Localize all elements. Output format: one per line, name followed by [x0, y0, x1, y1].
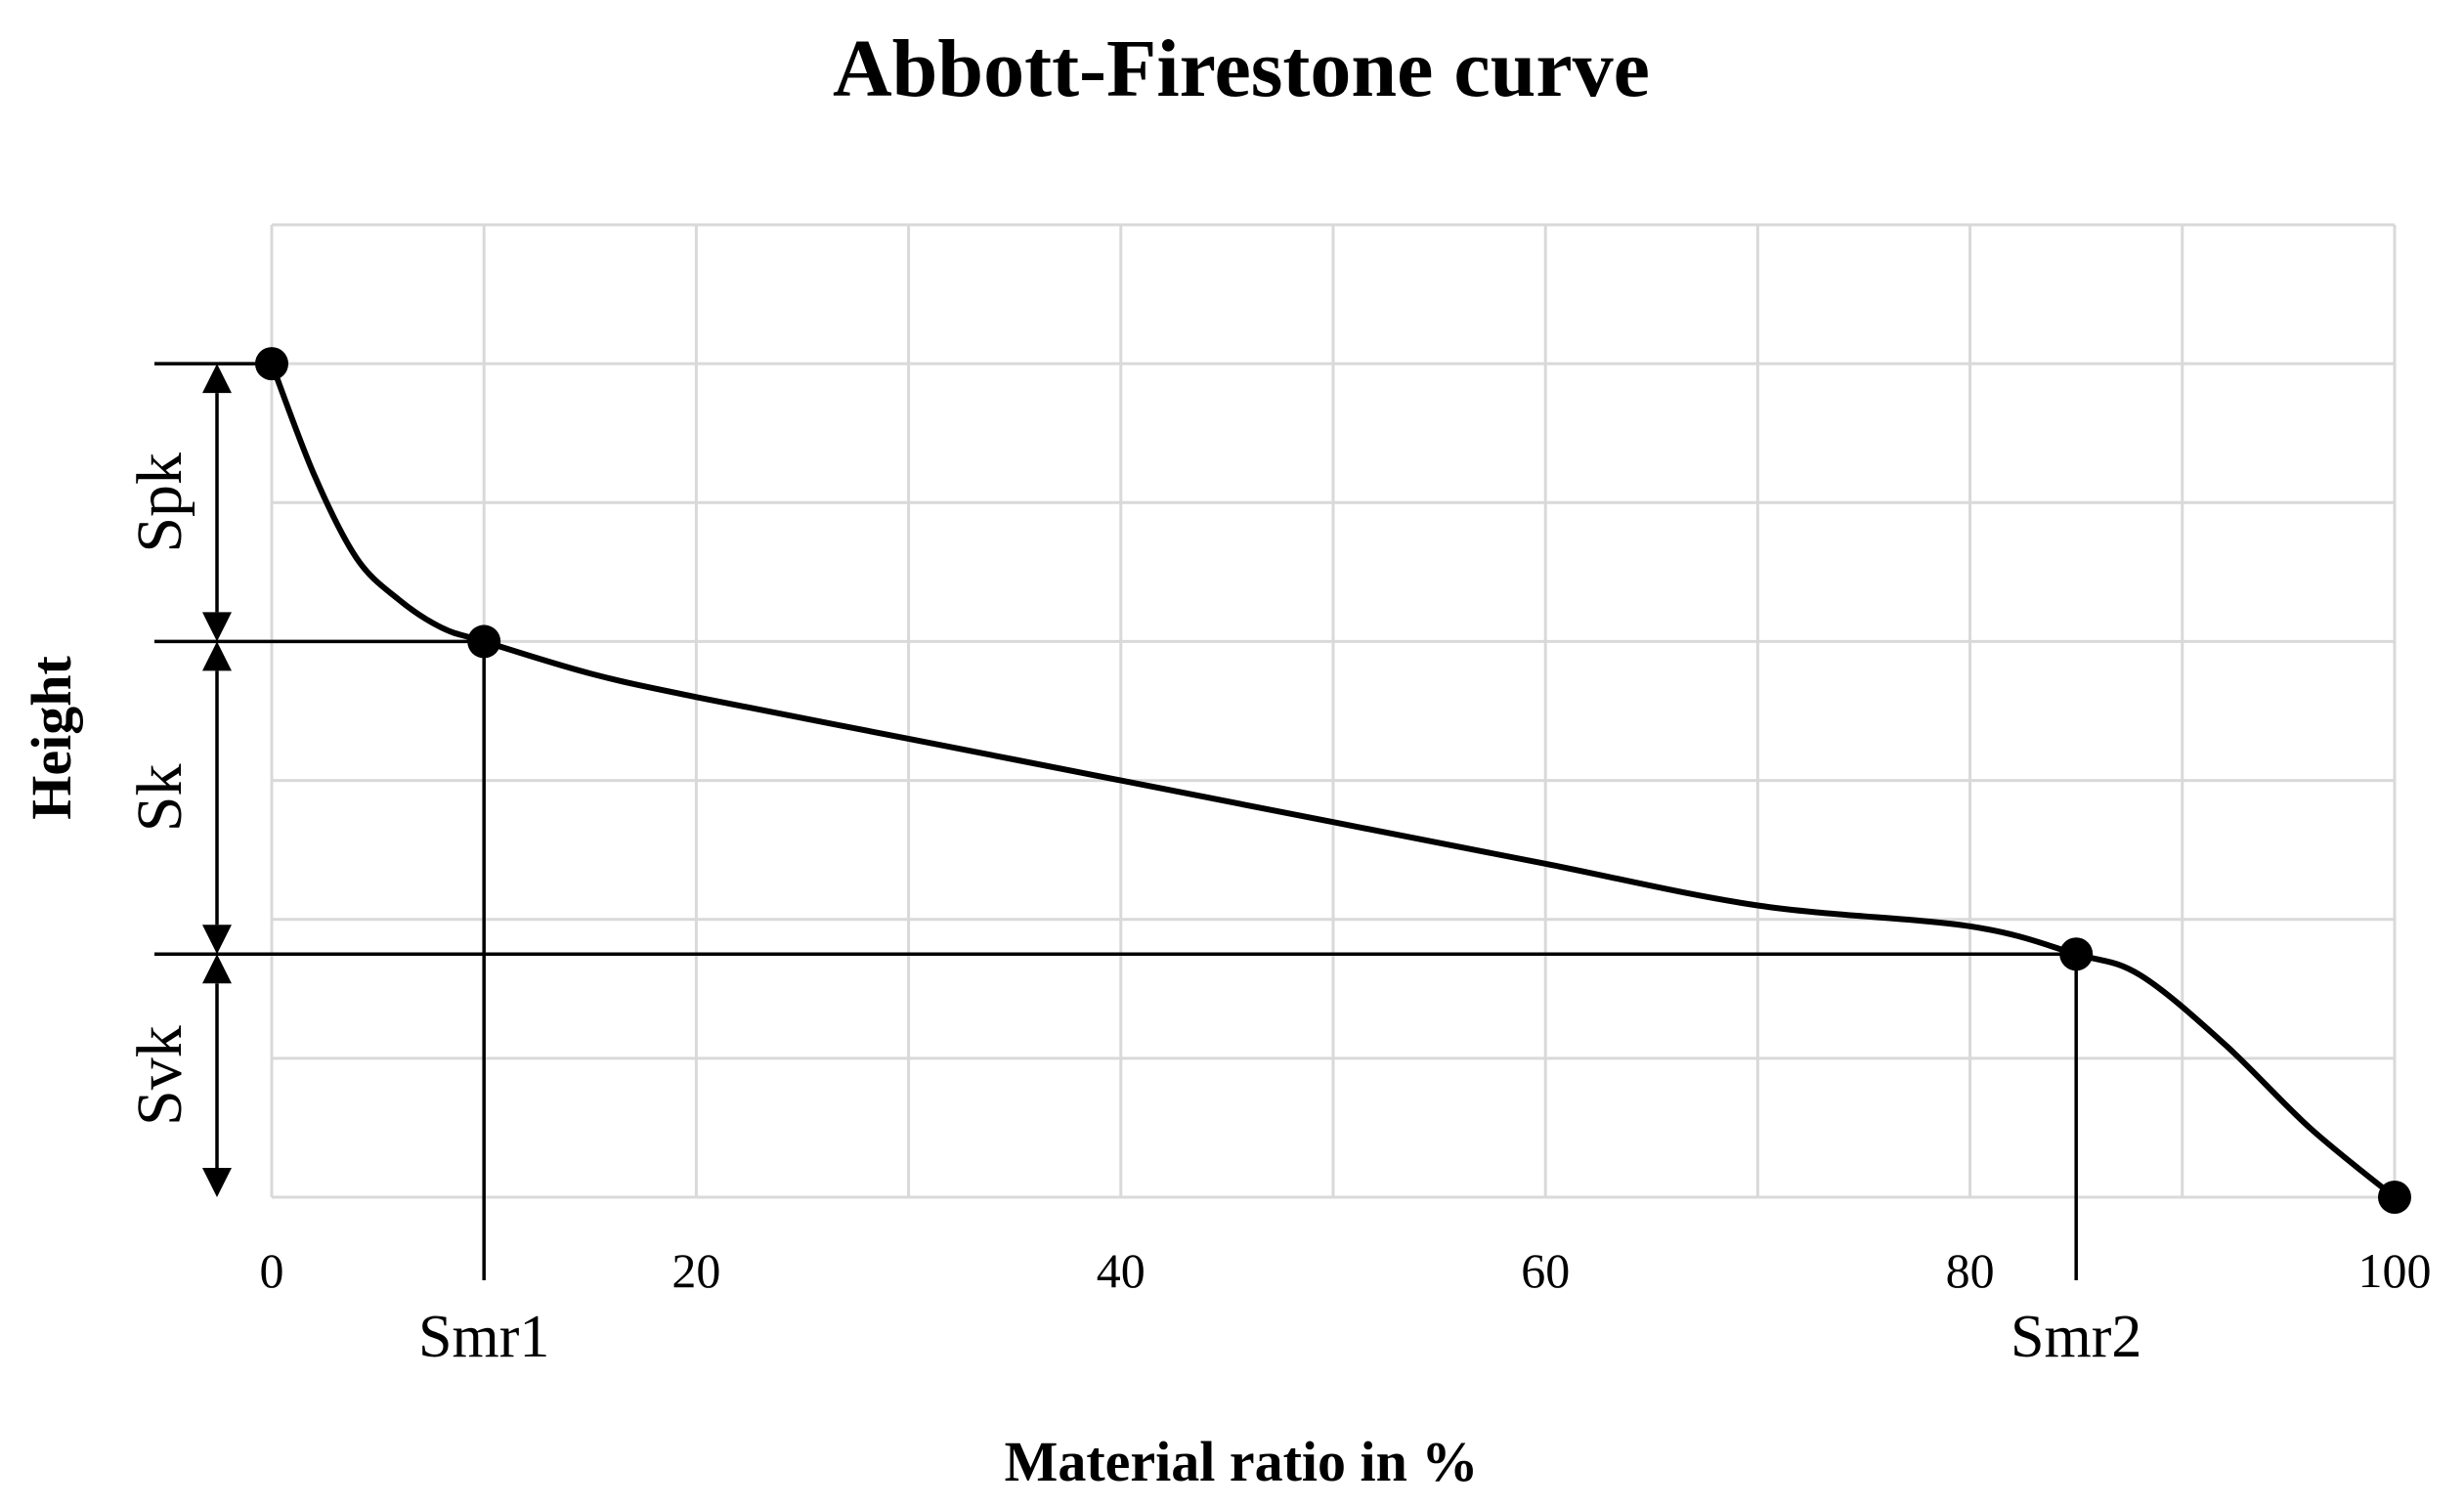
- x-tick-label: 60: [1521, 1243, 1570, 1298]
- dimension-arrows: [202, 364, 232, 1197]
- chart-title: Abbott-Firestone curve: [833, 23, 1650, 114]
- smr1-label: Smr1: [418, 1304, 549, 1370]
- arrowhead-down: [202, 612, 232, 642]
- arrowhead-down: [202, 1168, 232, 1197]
- x-tick-label: 0: [260, 1243, 284, 1298]
- arrowhead-up: [202, 641, 232, 671]
- data-point: [2378, 1181, 2411, 1214]
- arrowhead-up: [202, 954, 232, 984]
- y-axis-title: Height: [20, 656, 83, 820]
- spk-label: Spk: [124, 452, 195, 553]
- data-point: [255, 347, 288, 381]
- series-line: [269, 361, 2398, 1200]
- x-tick-label: 100: [2358, 1243, 2432, 1298]
- x-tick-label: 80: [1946, 1243, 1995, 1298]
- grid: [270, 223, 2397, 1199]
- data-point: [467, 624, 501, 659]
- x-tick-label: 40: [1097, 1243, 1146, 1298]
- smr2-label: Smr2: [2010, 1304, 2141, 1370]
- guide-lines: [154, 362, 2078, 1280]
- data-points: [255, 347, 2411, 1214]
- x-tick-labels: 0 20 40 60 80 100: [260, 1243, 2432, 1298]
- svk-label: Svk: [124, 1025, 195, 1126]
- arrowhead-down: [202, 925, 232, 955]
- sk-label: Sk: [124, 763, 195, 832]
- arrowhead-up: [202, 364, 232, 394]
- x-tick-label: 20: [671, 1243, 720, 1298]
- x-axis-title: Material ratio in %: [1005, 1430, 1479, 1493]
- data-point: [2059, 937, 2094, 971]
